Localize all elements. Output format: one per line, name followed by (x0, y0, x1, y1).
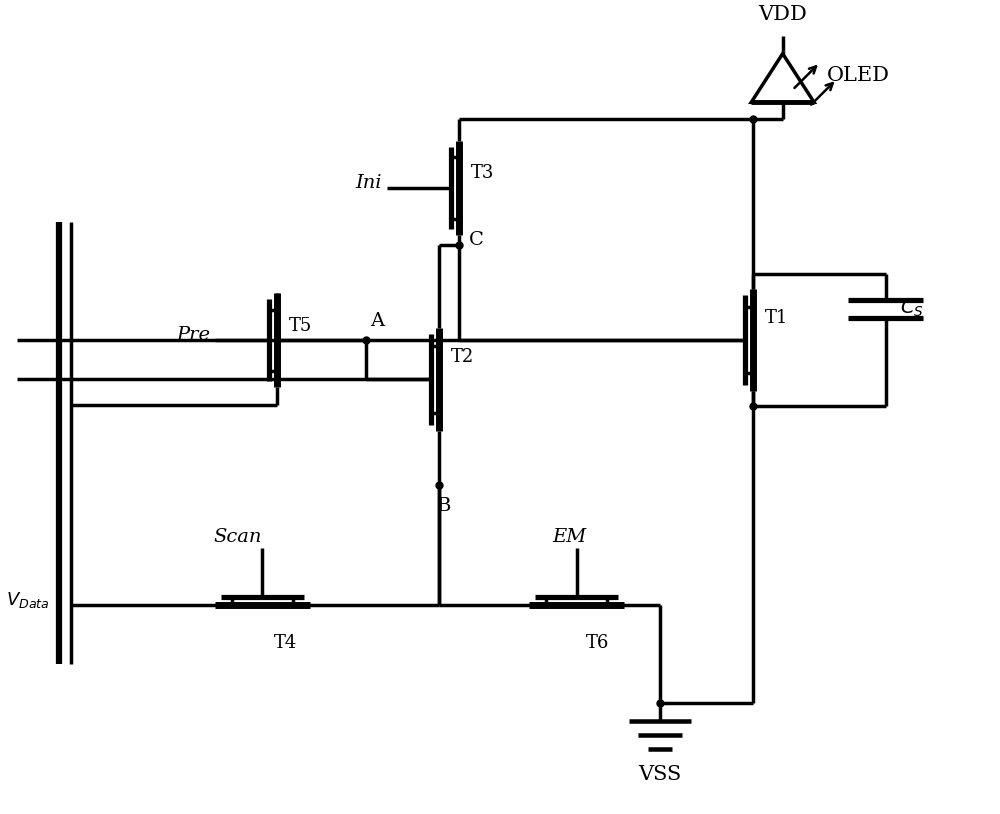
Text: B: B (437, 497, 451, 515)
Text: $V_{Data}$: $V_{Data}$ (6, 590, 49, 610)
Text: OLED: OLED (827, 66, 890, 85)
Text: T4: T4 (274, 633, 297, 651)
Text: VDD: VDD (758, 5, 807, 24)
Text: Pre: Pre (176, 326, 210, 344)
Text: A: A (370, 312, 385, 330)
Text: T3: T3 (471, 164, 494, 182)
Text: T2: T2 (451, 348, 474, 366)
Text: T5: T5 (289, 317, 312, 335)
Text: T6: T6 (586, 633, 610, 651)
Text: VSS: VSS (638, 764, 682, 784)
Text: C: C (469, 231, 483, 249)
Text: T1: T1 (765, 309, 788, 326)
Text: $C_S$: $C_S$ (900, 298, 924, 319)
Text: Scan: Scan (213, 527, 262, 545)
Text: EM: EM (552, 527, 586, 545)
Text: Ini: Ini (356, 174, 382, 192)
